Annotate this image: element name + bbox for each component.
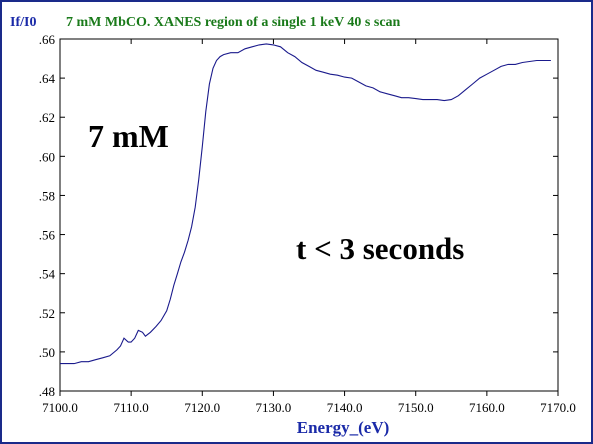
- x-tick-label: 7100.0: [42, 400, 78, 415]
- x-axis-label: Energy_(eV): [297, 418, 390, 437]
- axis-ticks: [59, 38, 559, 396]
- series-line: [60, 43, 551, 365]
- y-tick-label: .66: [39, 32, 56, 47]
- x-tick-label: 7160.0: [469, 400, 505, 415]
- plot-area-border: [59, 38, 559, 392]
- y-tick-label: .50: [39, 345, 55, 360]
- y-tick-label: .58: [39, 188, 55, 203]
- tick-labels: 7100.0 7110.0 7120.0 7130.0 7140.0 7150.0 7160…: [39, 32, 576, 415]
- x-tick-label: 7120.0: [184, 400, 220, 415]
- y-tick-label: .48: [39, 384, 55, 399]
- y-tick-label: .62: [39, 110, 55, 125]
- y-tick-label: .52: [39, 306, 55, 321]
- y-tick-label: .64: [39, 71, 56, 86]
- x-tick-label: 7110.0: [114, 400, 149, 415]
- annotation-concentration: 7 mM: [88, 118, 169, 154]
- x-tick-label: 7170.0: [540, 400, 576, 415]
- y-tick-label: .54: [39, 267, 56, 282]
- annotation-time: t < 3 seconds: [296, 231, 464, 266]
- y-tick-label: .60: [39, 149, 55, 164]
- x-tick-label: 7140.0: [327, 400, 363, 415]
- x-tick-label: 7150.0: [398, 400, 434, 415]
- y-tick-label: .56: [39, 228, 56, 243]
- chart-title: 7 mM MbCO. XANES region of a single 1 ke…: [66, 15, 401, 30]
- y-axis-label: If/I0: [10, 15, 36, 30]
- x-tick-label: 7130.0: [256, 400, 292, 415]
